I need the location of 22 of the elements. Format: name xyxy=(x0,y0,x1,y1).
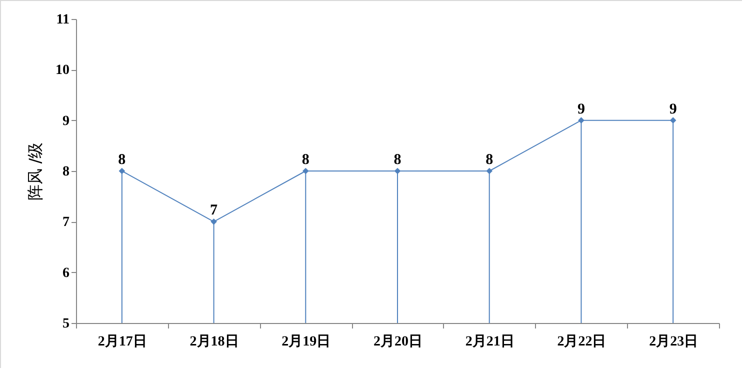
data-label: 8 xyxy=(302,152,310,168)
y-tick-label: 5 xyxy=(62,316,70,332)
y-tick-label: 7 xyxy=(62,215,70,230)
data-label: 9 xyxy=(577,101,585,118)
x-tick-label: 2月17日 xyxy=(98,334,147,350)
y-axis-title: 阵风 /级 xyxy=(26,142,44,201)
x-tick-label: 2月18日 xyxy=(190,334,239,350)
x-tick-label: 2月22日 xyxy=(557,334,606,350)
data-label: 8 xyxy=(486,152,494,168)
x-tick-label: 2月20日 xyxy=(374,334,422,350)
x-tick-label: 2月19日 xyxy=(282,334,331,350)
data-label: 8 xyxy=(118,152,126,168)
y-tick-label: 6 xyxy=(62,266,70,281)
y-tick-label: 8 xyxy=(62,164,70,180)
y-tick-label: 10 xyxy=(56,63,70,78)
y-tick-label: 9 xyxy=(62,114,70,129)
data-label: 7 xyxy=(210,202,218,219)
data-label: 8 xyxy=(394,152,402,168)
x-tick-label: 2月23日 xyxy=(649,334,698,350)
y-tick-label: 11 xyxy=(56,12,70,28)
x-tick-label: 2月21日 xyxy=(465,334,514,350)
data-label: 9 xyxy=(669,101,677,118)
